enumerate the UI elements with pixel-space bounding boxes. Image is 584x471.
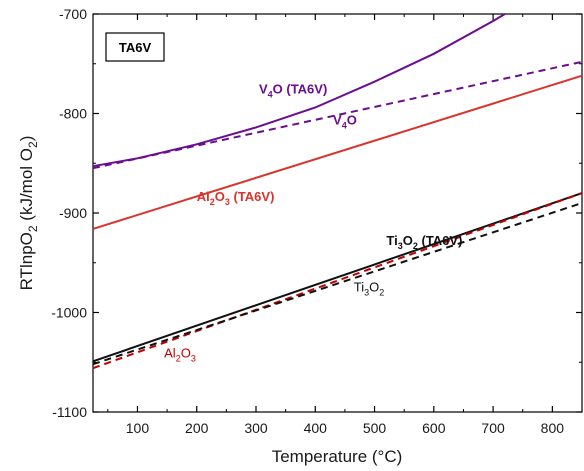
label-ti3o2-ta6v: Ti3O2 (TA6V) [386,233,462,251]
y-tick-label: -1000 [51,305,87,321]
series-line-al2o3-ta6v [92,74,583,230]
x-tick-label: 600 [422,420,446,436]
annotations: V4O (TA6V) V4O Al2O3 (TA6V) Ti3O2 (TA6V) Ti3… [164,82,462,364]
y-tick-label: -700 [59,6,87,22]
y-tick-label: -800 [59,106,87,122]
x-tick-label: 100 [126,420,150,436]
x-tick-label: 700 [481,420,505,436]
label-al2o3-ta6v: Al2O3 (TA6V) [197,189,275,207]
y-tick-label: -1100 [52,404,87,420]
panel-label-box: TA6V [105,32,165,62]
y-ticks: -1100 -1000 -900 -800 -700 [51,6,582,420]
series-layer [92,13,583,370]
x-tick-label: 400 [304,420,328,436]
x-tick-label: 200 [185,420,209,436]
label-ti3o2: Ti3O2 [354,280,385,298]
x-tick-label: 500 [363,420,387,436]
label-al2o3: Al2O3 [164,345,196,363]
x-axis-title: Temperature (°C) [272,447,403,466]
panel-label: TA6V [119,40,152,55]
y-tick-label: -900 [59,205,87,221]
x-tick-label: 800 [541,420,565,436]
y-axis-title: RTlnpO2 (kJ/mol O2) [17,136,40,291]
series-line-ti3o2-ta6v [92,192,583,363]
x-ticks: 100 200 300 400 500 600 700 800 [107,14,565,436]
series-line-ti3o2 [92,202,583,366]
x-tick-label: 300 [244,420,268,436]
series-line-al2o3 [92,192,583,370]
label-v4o-ta6v: V4O (TA6V) [259,82,327,100]
label-v4o: V4O [333,112,357,130]
